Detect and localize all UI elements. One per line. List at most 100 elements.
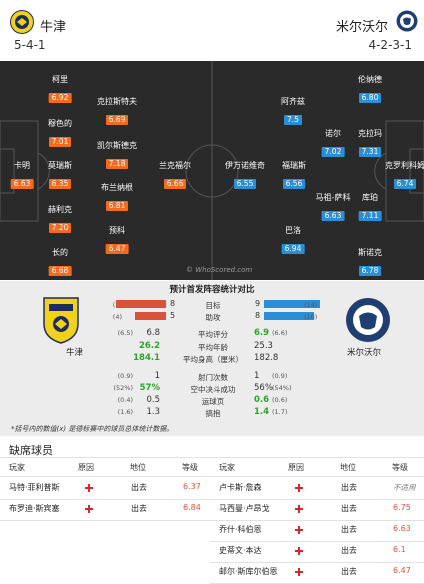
home-col-rating: 等级 (182, 463, 198, 472)
home-player[interactable]: 兰克福尔 6.66 (159, 161, 191, 189)
stat-home-note: (6.5) (117, 329, 133, 337)
home-formation: 5-4-1 (14, 38, 46, 52)
stat-away-value: 25.3 (254, 341, 273, 351)
injury-cross-icon (295, 568, 303, 576)
stat-label: 射门次数 (198, 373, 228, 382)
stat-home-value: 1 (154, 371, 160, 381)
oxford-badge-icon[interactable] (10, 10, 34, 34)
goals-home-bar (116, 300, 166, 308)
away-col-player: 玩家 (219, 463, 235, 472)
home-player[interactable]: 预科 6.47 (105, 226, 129, 255)
stat-label: 平均身高（厘米） (183, 355, 243, 364)
away-missing-player-name[interactable]: 史蒂文·本达 (219, 546, 262, 555)
stat-label-goals: 目标 (205, 301, 221, 310)
goals-away-note: (14) (304, 301, 318, 309)
millwall-badge-large-icon (346, 298, 390, 342)
stat-home-value: 1.3 (146, 407, 160, 417)
away-player[interactable]: 克拉玛 7.31 (358, 129, 382, 157)
stat-away-note: (1.7) (272, 408, 288, 416)
away-missing-player-name[interactable]: 乔什·科伯恩 (219, 525, 262, 534)
home-col-status: 地位 (130, 463, 146, 472)
home-player[interactable]: 卡明 6.63 (10, 161, 34, 190)
stat-away-note: (0.9) (272, 372, 288, 380)
away-player[interactable]: 伦纳德 6.80 (358, 75, 382, 103)
missing-players-title: 缺席球员 (9, 444, 53, 457)
oxford-badge-large-icon (43, 297, 79, 344)
stats-away-name: 米尔沃尔 (347, 348, 382, 358)
stat-label: 平均年龄 (198, 343, 228, 352)
stat-away-value: 0.6 (254, 395, 270, 405)
home-player[interactable]: 长的 6.68 (48, 248, 72, 277)
home-team-name[interactable]: 牛津 (40, 20, 67, 35)
away-player[interactable]: 阿齐兹 7.5 (281, 97, 305, 125)
stat-label-assists: 助攻 (205, 313, 221, 322)
millwall-badge-icon[interactable] (396, 10, 418, 32)
away-player[interactable]: 福瑞斯 6.56 (282, 161, 306, 189)
away-player[interactable]: 伊万诺维奇 6.55 (225, 161, 265, 189)
stat-away-value: 1 (254, 371, 260, 381)
away-player[interactable]: 克罗利科姆 6.74 (385, 161, 424, 189)
stat-home-value: 57% (139, 383, 160, 393)
stat-label: 运球页 (201, 397, 225, 406)
away-missing-player-status: 出去 (341, 504, 357, 513)
home-missing-player-rating: 6.84 (183, 503, 201, 512)
home-missing-player-name[interactable]: 马特·菲利普斯 (9, 483, 60, 492)
stat-home-value: 0.5 (146, 395, 160, 405)
injury-cross-icon (295, 484, 303, 492)
home-player[interactable]: 赫利克 7.20 (48, 205, 72, 233)
home-missing-player-status: 出去 (131, 483, 147, 492)
goals-home-value: 8 (170, 299, 176, 308)
stat-away-note: (54%) (272, 384, 292, 392)
stat-home-note: (52%) (113, 384, 133, 392)
away-formation: 4-2-3-1 (368, 38, 412, 52)
home-missing-player-name[interactable]: 布罗迪·斯宾塞 (9, 504, 60, 513)
assists-home-value: 5 (170, 311, 176, 320)
assists-away-value: 8 (255, 311, 261, 320)
home-col-reason: 原因 (78, 463, 94, 472)
home-player[interactable]: 穆色的 7.01 (48, 119, 72, 147)
away-missing-player-status: 出去 (341, 483, 357, 492)
away-missing-player-name[interactable]: 马西曼·卢昂戈 (219, 504, 270, 513)
away-team-name[interactable]: 米尔沃尔 (335, 20, 388, 35)
home-player[interactable]: 柯里 6.92 (48, 75, 72, 104)
stat-label: 搞抱 (205, 409, 221, 418)
away-player[interactable]: 巴洛 6.94 (281, 226, 305, 255)
stat-label: 平均评分 (198, 330, 228, 339)
away-missing-player-name[interactable]: 邮尔·斯库尔伯恩 (219, 567, 278, 576)
stat-label: 空中决斗成功 (190, 385, 236, 394)
injury-cross-icon (295, 526, 303, 534)
stat-home-note: (0.9) (117, 372, 133, 380)
assists-home-bar (135, 312, 166, 320)
assists-away-bar (264, 312, 314, 320)
away-missing-player-rating: 6.75 (393, 503, 411, 512)
stat-home-value: 26.2 (139, 341, 160, 351)
assists-away-note: (10) (304, 313, 318, 321)
away-missing-player-name[interactable]: 卢卡斯·詹森 (219, 483, 262, 492)
home-player[interactable]: 克拉斯特夫 6.69 (97, 97, 137, 125)
away-missing-player-status: 出去 (341, 567, 357, 576)
home-player[interactable]: 布兰纳根 6.81 (101, 183, 133, 211)
away-player[interactable]: 诺尔 7.02 (321, 129, 345, 158)
injury-cross-icon (85, 505, 93, 513)
away-missing-player-rating: 6.47 (393, 566, 411, 575)
away-player[interactable]: 库珀 7.11 (358, 193, 382, 222)
stat-away-value: 56% (254, 383, 273, 393)
home-player[interactable]: 莫瑞斯 6.35 (48, 161, 72, 189)
stats-footnote: *括号内的数值(x) 是德标赛中的球员总体统计数据。 (11, 425, 174, 433)
stat-home-note: (1.6) (117, 408, 133, 416)
home-col-player: 玩家 (9, 463, 25, 472)
stat-home-value: 6.8 (146, 328, 160, 338)
injury-cross-icon (295, 547, 303, 555)
injury-cross-icon (85, 484, 93, 492)
pitch-markings (0, 61, 424, 280)
home-player[interactable]: 凯尔斯德克 7.18 (97, 141, 137, 169)
away-col-reason: 原因 (288, 463, 304, 472)
away-missing-player-rating: 不适用 (393, 483, 416, 492)
goals-away-bar (264, 300, 320, 308)
stat-home-value: 184.1 (133, 353, 160, 363)
away-player[interactable]: 马祖-萨科 6.63 (315, 193, 351, 221)
whoscored-watermark: © WhoScored.com (186, 266, 253, 274)
match-header: 牛津 5-4-1 米尔沃尔 4-2-3-1 (0, 0, 424, 60)
away-player[interactable]: 斯诺克 6.78 (358, 248, 382, 276)
stat-away-note: (0.6) (272, 396, 288, 404)
